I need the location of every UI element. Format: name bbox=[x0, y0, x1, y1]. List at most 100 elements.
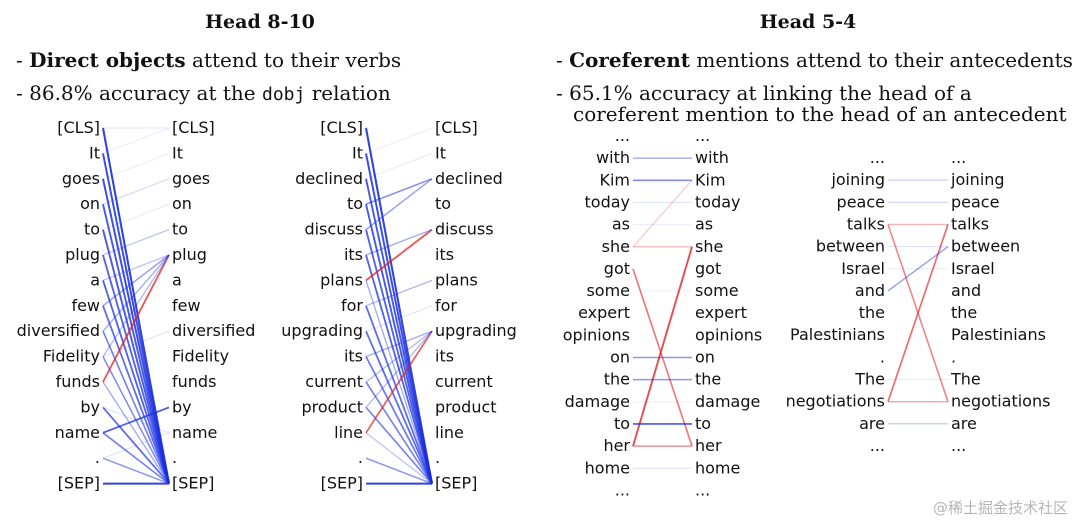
attention-edge bbox=[102, 254, 170, 281]
right-token: she bbox=[695, 237, 723, 256]
attention-edge bbox=[102, 305, 170, 484]
right-head-title: Head 5-4 bbox=[760, 11, 857, 33]
attention-edge bbox=[102, 178, 170, 205]
right-token: the bbox=[951, 303, 977, 322]
attention-edge bbox=[887, 246, 949, 292]
right-token: are bbox=[951, 414, 977, 433]
left-token: to bbox=[84, 220, 100, 239]
right-token: the bbox=[695, 370, 721, 389]
attention-panel-coref-1: ... ... with with Kim Kim today today as as she she… bbox=[563, 126, 763, 499]
left-token: its bbox=[344, 245, 363, 264]
attention-edge bbox=[102, 229, 170, 484]
right-token: on bbox=[695, 348, 715, 367]
left-token: goes bbox=[62, 169, 100, 188]
right-token: joining bbox=[950, 170, 1005, 189]
left-token: . bbox=[95, 448, 100, 467]
attention-edge bbox=[102, 254, 170, 332]
right-token: discuss bbox=[435, 220, 494, 239]
right-token: and bbox=[951, 281, 981, 300]
left-token: [CLS] bbox=[320, 118, 363, 137]
attention-edge bbox=[102, 280, 170, 484]
attention-panel-dobj-2: [CLS] [CLS] It It declined declined to to discus… bbox=[281, 118, 516, 493]
attention-edge bbox=[102, 254, 170, 357]
attention-edge bbox=[365, 305, 433, 484]
left-token: name bbox=[55, 423, 100, 442]
right-token: goes bbox=[172, 169, 210, 188]
right-token: [CLS] bbox=[435, 118, 478, 137]
right-token: damage bbox=[695, 392, 760, 411]
attention-edge bbox=[365, 381, 433, 485]
right-token: name bbox=[172, 423, 217, 442]
attention-edge bbox=[365, 330, 433, 434]
left-bullet-1: - Direct objects attend to their verbs bbox=[16, 48, 401, 72]
attention-edge bbox=[365, 330, 433, 383]
attention-edge bbox=[102, 178, 170, 484]
attention-edge bbox=[365, 228, 433, 256]
right-token: by bbox=[172, 397, 192, 416]
left-token: between bbox=[816, 237, 885, 256]
right-token: . bbox=[172, 448, 177, 467]
right-token: peace bbox=[951, 192, 999, 211]
left-bullet-2: - 86.8% accuracy at the dobj relation bbox=[16, 81, 391, 105]
left-token: plug bbox=[65, 245, 100, 264]
left-token: [CLS] bbox=[57, 118, 100, 137]
left-token: It bbox=[89, 143, 100, 162]
left-token: line bbox=[334, 423, 363, 442]
left-token: plans bbox=[320, 270, 363, 289]
right-token: It bbox=[435, 143, 446, 162]
right-token: expert bbox=[695, 303, 747, 322]
right-token: ... bbox=[951, 436, 966, 455]
right-token: negotiations bbox=[951, 392, 1050, 411]
right-token: as bbox=[695, 215, 713, 234]
attention-edge bbox=[365, 457, 433, 485]
left-token: a bbox=[90, 270, 100, 289]
right-token: her bbox=[695, 436, 722, 455]
left-token: for bbox=[341, 296, 363, 315]
right-token: diversified bbox=[172, 321, 255, 340]
attention-edge bbox=[365, 330, 433, 408]
right-token: got bbox=[695, 259, 721, 278]
attention-edge bbox=[102, 432, 170, 459]
left-token: opinions bbox=[563, 325, 630, 344]
left-token: by bbox=[80, 397, 100, 416]
attention-panel-coref-2: ... ... joining joining peace peace talks talks… bbox=[786, 148, 1051, 455]
attention-edge bbox=[365, 279, 433, 307]
left-token: ... bbox=[615, 126, 630, 145]
right-token: declined bbox=[435, 169, 503, 188]
right-token: some bbox=[695, 281, 739, 300]
left-token: and bbox=[855, 281, 885, 300]
right-token: [SEP] bbox=[435, 474, 477, 493]
right-token: talks bbox=[951, 214, 989, 233]
right-token: product bbox=[435, 397, 497, 416]
left-token: its bbox=[344, 347, 363, 366]
left-token: [SEP] bbox=[58, 474, 100, 493]
right-token: [CLS] bbox=[172, 118, 215, 137]
attention-edge bbox=[102, 381, 170, 484]
left-token: ... bbox=[870, 148, 885, 167]
attention-edge bbox=[102, 457, 170, 485]
attention-edge bbox=[102, 203, 170, 231]
attention-edge bbox=[102, 432, 170, 485]
right-token: ... bbox=[695, 126, 710, 145]
left-token: got bbox=[604, 259, 630, 278]
right-token: . bbox=[951, 347, 956, 366]
left-token: today bbox=[585, 192, 631, 211]
right-token: Fidelity bbox=[172, 347, 229, 366]
left-token: upgrading bbox=[281, 321, 363, 340]
left-token: on bbox=[80, 194, 100, 213]
right-bullet-2-line-1: - 65.1% accuracy at linking the head of … bbox=[556, 81, 972, 105]
left-token: joining bbox=[830, 170, 885, 189]
attention-edge bbox=[102, 406, 170, 434]
attention-edge bbox=[365, 228, 433, 282]
right-token: funds bbox=[172, 372, 216, 391]
right-token: few bbox=[172, 296, 201, 315]
right-token: line bbox=[435, 423, 464, 442]
left-token: current bbox=[305, 372, 363, 391]
left-token: ... bbox=[870, 436, 885, 455]
right-token: upgrading bbox=[435, 321, 517, 340]
left-token: on bbox=[610, 348, 630, 367]
attention-edge bbox=[365, 330, 433, 358]
left-token: she bbox=[602, 237, 630, 256]
left-token: The bbox=[854, 370, 885, 389]
